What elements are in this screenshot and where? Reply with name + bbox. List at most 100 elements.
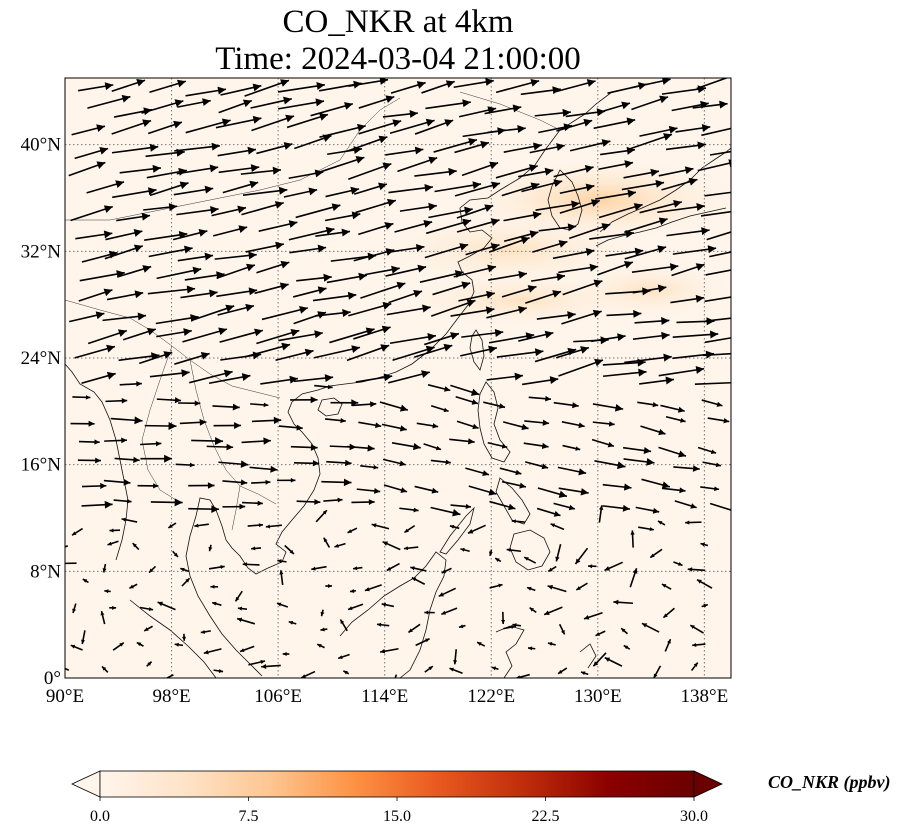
wind-arrow [325,584,333,589]
wind-arrow [414,119,454,135]
wind-arrow [296,498,321,505]
wind-arrow [575,582,588,591]
wind-arrow [72,395,91,400]
wind-arrow [337,653,350,660]
wind-arrow [212,225,248,237]
wind-arrow [334,542,346,548]
wind-arrow [709,150,731,156]
wind-arrow [251,479,271,485]
wind-arrow [453,649,458,665]
wind-arrow [290,444,318,451]
colorbar-extend-high [693,770,723,798]
wind-arrow [553,502,576,511]
wind-arrow [430,404,449,413]
wind-arrow [116,212,151,222]
wind-arrow [136,641,144,647]
wind-arrow [491,666,499,671]
latitude-axis: 0° 8°N 16°N 24°N 32°N 40°N [21,135,62,689]
wind-arrow [81,371,116,385]
wind-arrow [112,642,125,651]
wind-arrow [550,523,565,531]
wind-arrow [441,567,452,574]
wind-arrow [242,186,288,196]
wind-arrow [381,602,395,608]
wind-arrow [65,667,70,671]
wind-arrow [351,499,375,505]
wind-arrow [211,601,222,606]
map-plot-area: 90°E 98°E 106°E 114°E 122°E 130°E 138°E 0° 8°N 1… [21,77,732,707]
wind-arrow [348,162,392,181]
wind-arrow [156,328,192,338]
wind-arrow [78,439,100,445]
wind-arrow [77,82,114,92]
wind-arrow [75,230,113,240]
wind-arrow [218,164,260,174]
wind-arrow [104,437,127,444]
wind-arrow [81,630,86,645]
wind-arrow [277,559,287,564]
wind-arrow [343,670,350,675]
wind-arrow [430,506,461,517]
wind-arrow [623,644,631,650]
wind-arrow [602,483,632,491]
wind-arrow [244,79,290,97]
wind-arrow [208,373,251,385]
wind-arrow [176,164,219,175]
wind-arrow [174,352,210,365]
wind-arrow [143,203,178,212]
wind-arrow [248,659,266,666]
wind-arrow [450,503,472,510]
wind-arrow [111,143,159,154]
wind-arrow [441,607,458,615]
wind-arrow [552,248,595,260]
wind-arrow [110,416,143,425]
wind-arrow [547,584,567,593]
wind-arrow [649,548,663,559]
wind-arrow [319,156,365,173]
wind-arrow [449,524,460,530]
wind-arrow [346,444,375,452]
wind-arrow [167,522,177,529]
wind-arrow [389,333,437,345]
wind-arrow [352,566,363,571]
wind-arrow [289,244,327,254]
wind-arrow [661,583,672,590]
wind-arrow [456,204,494,219]
wind-arrow [499,467,522,476]
coastline-luzon [477,381,511,463]
wind-arrow [661,487,686,494]
wind-arrow [489,583,503,589]
wind-arrow [220,83,262,96]
wind-arrow [512,623,522,628]
wind-arrow [674,500,697,509]
wind-arrow [501,611,506,625]
wind-arrow [65,562,77,565]
wind-arrow [358,421,382,429]
wind-arrow [414,485,439,494]
wind-arrow [672,245,717,255]
wind-arrow [182,327,228,343]
wind-arrow [524,419,550,426]
wind-arrow [282,651,290,656]
wind-arrow [700,542,709,547]
wind-arrow [388,370,431,384]
wind-arrow [562,279,603,296]
wind-arrow [392,345,435,361]
wind-arrow [386,304,431,316]
wind-arrow [598,203,643,219]
wind-arrow [211,205,247,217]
wind-arrow [403,546,419,551]
wind-arrow [256,260,290,274]
wind-arrow [180,289,218,299]
wind-arrow [559,183,595,195]
map-frame [64,77,732,679]
wind-arrow [324,211,361,222]
wind-arrow [290,396,318,404]
title-line-1: CO_NKR at 4km [282,4,514,40]
wind-arrow [697,446,717,455]
wind-arrow [569,139,611,152]
wind-arrow [506,547,522,553]
wind-arrow [534,108,571,117]
wind-arrow [177,98,211,108]
wind-arrow [174,142,220,152]
